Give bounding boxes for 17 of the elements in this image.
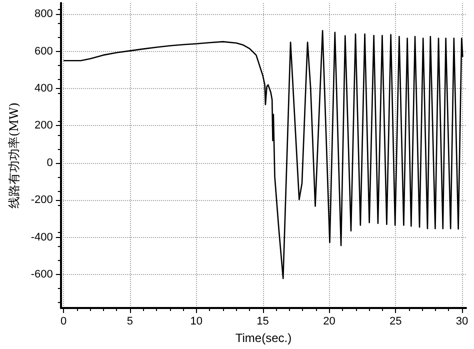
x-tick-label: 0 <box>60 316 67 328</box>
x-tick-label: 20 <box>323 316 336 328</box>
y-tick-label: 800 <box>34 8 53 20</box>
y-tick-label: 400 <box>34 82 53 95</box>
y-tick-label: -600 <box>30 268 53 281</box>
y-tick-label: 0 <box>46 156 53 169</box>
y-tick-label: -400 <box>30 231 53 244</box>
y-tick-label: 600 <box>34 45 53 58</box>
x-tick-label: 25 <box>389 316 402 328</box>
y-tick-label: -200 <box>30 194 53 206</box>
x-axis-title: Time(sec.) <box>235 331 292 345</box>
x-tick-label: 10 <box>190 316 203 328</box>
y-tick-label: 200 <box>34 120 53 132</box>
x-tick-label: 5 <box>126 316 134 328</box>
y-axis-title: 线路有功功率(MW) <box>7 102 21 208</box>
x-tick-label: 30 <box>456 316 468 328</box>
x-tick-label: 15 <box>256 316 269 328</box>
